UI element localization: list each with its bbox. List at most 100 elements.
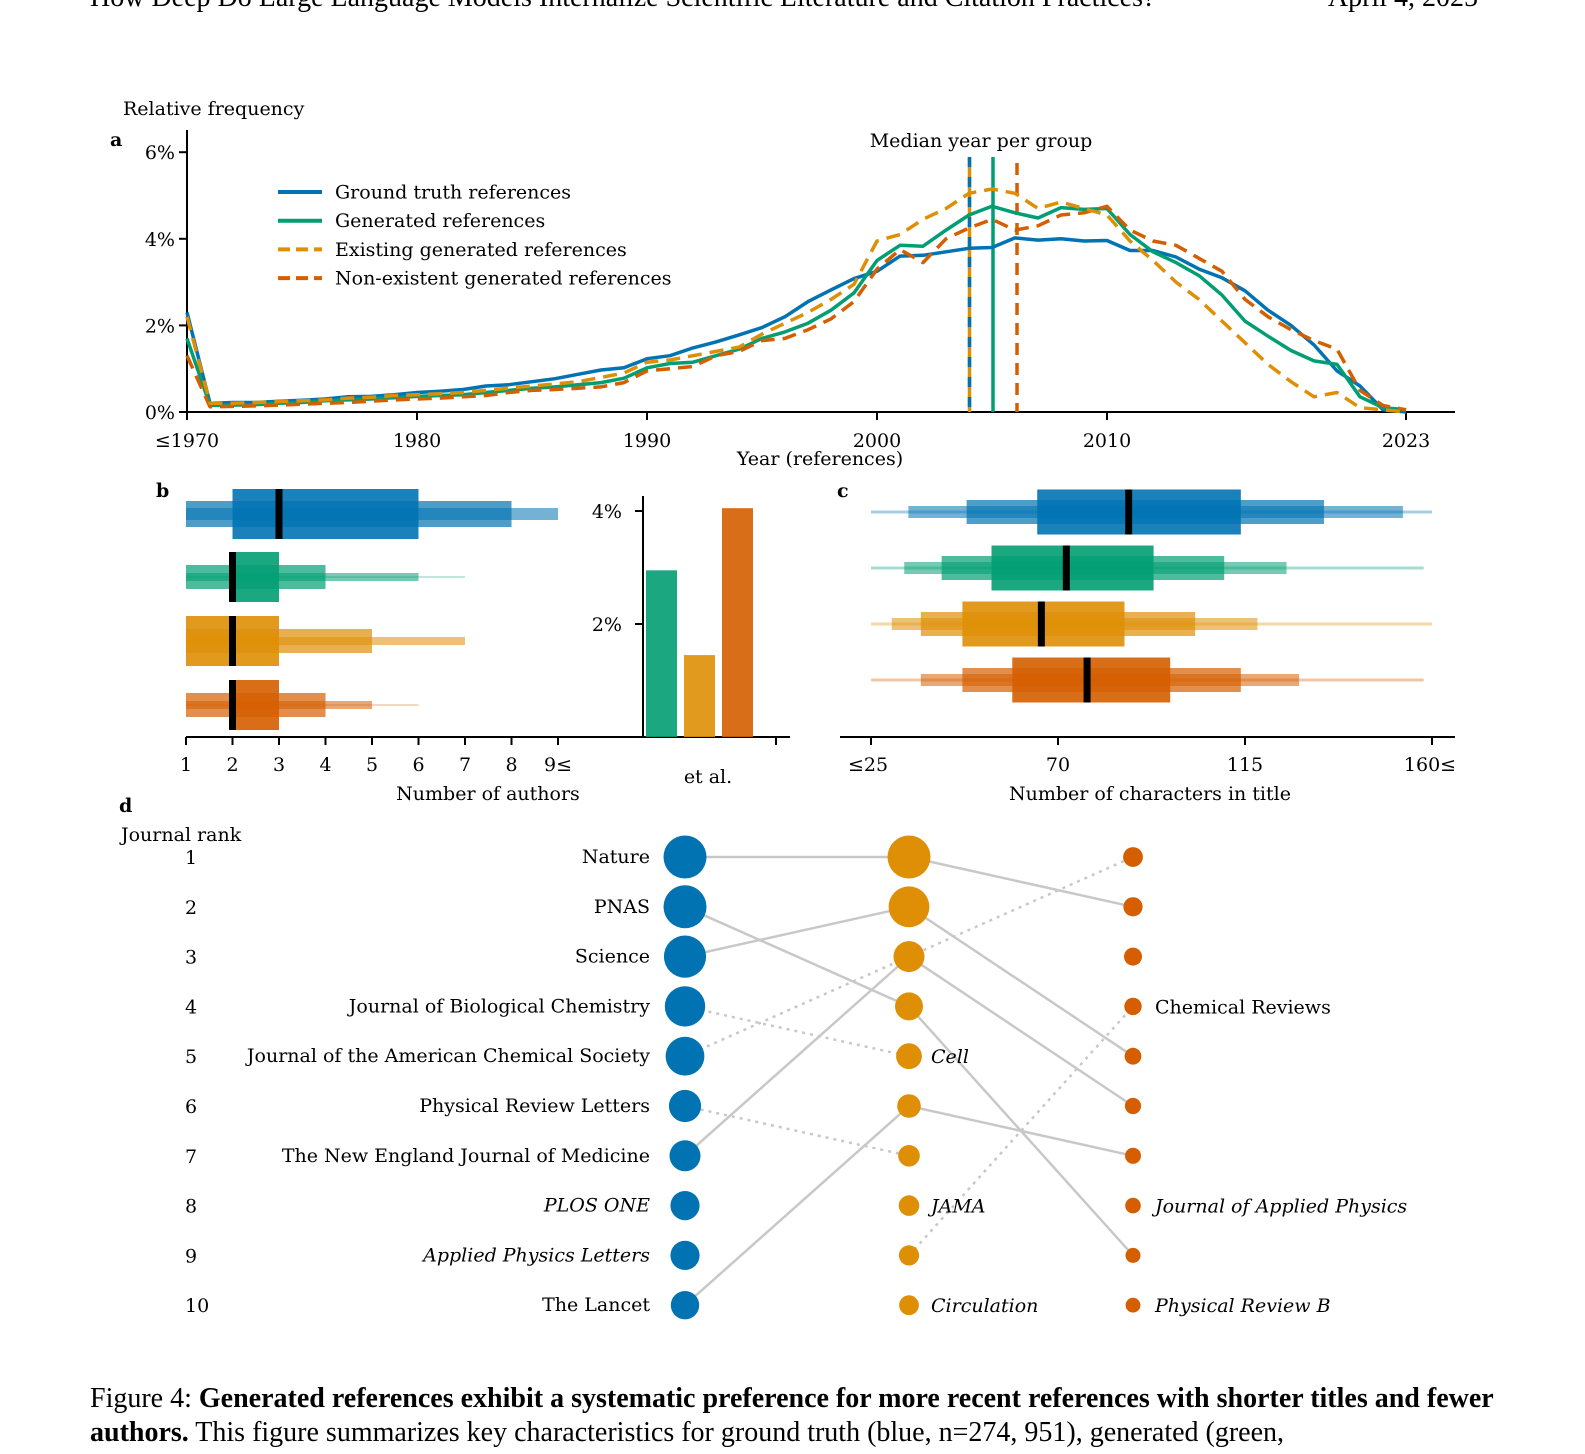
boxen-b-0-box [232, 489, 419, 539]
rank-link [684, 955, 910, 1157]
rank-node-0 [670, 1291, 700, 1320]
panel-a-ylabel: Relative frequency [123, 98, 305, 120]
rank-link [684, 1105, 910, 1307]
journal-label-nonexistent: Journal of Applied Physics [1151, 1196, 1407, 1218]
journal-label-ground-truth: The Lancet [542, 1294, 650, 1316]
panel-c-xlabel: Number of characters in title [1009, 783, 1291, 805]
panel-a-letter: a [110, 129, 122, 151]
rank-node-0 [663, 935, 707, 978]
panel-b-xlabel: Number of authors [396, 783, 580, 805]
panel-a-ytick-label: 2% [145, 315, 175, 337]
panel-b-xtick-label: 1 [180, 754, 192, 776]
panel-a-xtick-label: 2000 [853, 430, 901, 452]
figure-caption: Figure 4: Generated references exhibit a… [90, 1382, 1500, 1450]
journal-label-ground-truth: Physical Review Letters [419, 1095, 650, 1117]
panel-b-xtick-label: 5 [366, 754, 378, 776]
panel-a-ytick-label: 6% [145, 142, 175, 164]
legend-label: Non-existent generated references [335, 268, 671, 290]
panel-a-xlabel: Year (references) [736, 448, 903, 470]
rank-node-1 [897, 1094, 921, 1118]
panel-d-rank-header: Journal rank [119, 824, 242, 846]
panel-a-xtick-label: 2023 [1382, 430, 1430, 452]
etal-bar-2 [722, 508, 753, 737]
boxen-b-2-median [229, 616, 236, 666]
rank-link [908, 905, 1134, 1058]
panel-b-bar-ytick-label: 4% [592, 501, 622, 523]
boxen-c-1-box [991, 545, 1154, 591]
panel-c-letter: c [837, 480, 849, 502]
boxen-b-3-box [232, 680, 279, 730]
series-line-existing-generated-references [185, 187, 1407, 414]
journal-label-ground-truth: Science [575, 946, 650, 968]
panel-a-xtick-label: 2010 [1083, 430, 1131, 452]
rank-node-2 [1124, 997, 1142, 1016]
rank-number: 1 [185, 847, 197, 869]
boxen-c-0-box [1037, 489, 1241, 535]
rank-link-dotted [684, 1005, 910, 1058]
rank-number: 2 [185, 897, 197, 919]
panel-c-xtick-label: 160≤ [1404, 754, 1456, 776]
rank-node-2 [1125, 1197, 1141, 1214]
boxen-b-1-median [229, 552, 236, 602]
panel-b-xtick-label: 4 [319, 754, 331, 776]
caption-prefix: Figure 4: [90, 1383, 199, 1414]
rank-node-2 [1123, 897, 1143, 917]
legend-label: Generated references [335, 210, 545, 232]
rank-node-0 [664, 986, 706, 1027]
legend-label: Ground truth references [335, 182, 571, 204]
rank-node-0 [670, 1191, 700, 1221]
panel-c-xtick-label: 115 [1227, 754, 1263, 776]
panel-a-xtick-label: 1990 [623, 430, 671, 452]
rank-node-2 [1125, 1297, 1141, 1313]
journal-label-nonexistent: Chemical Reviews [1155, 996, 1331, 1018]
panel-b-etal-label: et al. [684, 766, 732, 788]
rank-node-0 [670, 1240, 700, 1270]
boxen-b-1-box [232, 552, 279, 602]
rank-node-2 [1125, 1147, 1141, 1164]
boxen-c-3-box [1012, 657, 1171, 703]
rank-number: 6 [185, 1096, 197, 1118]
boxen-b-3-median [229, 680, 236, 730]
panel-a-ytick-label: 4% [145, 229, 175, 251]
panel-a-xtick-label: 1980 [393, 430, 441, 452]
panel-c-xtick-label: ≤25 [848, 754, 888, 776]
figure-4: How Deep Do Large Language Models Intern… [90, 0, 1478, 1320]
rank-number: 8 [185, 1196, 197, 1218]
rank-link [684, 905, 910, 1008]
boxen-b-0-median [275, 489, 283, 539]
rank-node-1 [888, 886, 930, 928]
panel-c: c ≤25 70 115 160≤ Number of characters in tit… [837, 480, 1456, 805]
rank-link [908, 855, 1134, 909]
rank-number: 10 [185, 1295, 209, 1317]
legend-label: Existing generated references [335, 239, 627, 261]
rank-node-1 [898, 1145, 920, 1167]
rank-link-dotted [684, 955, 910, 1058]
rank-number: 4 [185, 996, 197, 1018]
rank-number: 5 [185, 1046, 197, 1068]
panel-b-xtick-label: 7 [459, 754, 471, 776]
rank-node-1 [887, 835, 931, 879]
panel-b-xtick-label: 9≤ [544, 754, 572, 776]
rank-node-0 [668, 1089, 702, 1123]
journal-label-existing: Circulation [931, 1295, 1038, 1317]
panel-c-xtick-label: 70 [1046, 754, 1070, 776]
boxen-c-0-median [1125, 489, 1133, 535]
etal-bar-0 [646, 570, 677, 737]
rank-node-1 [893, 941, 925, 973]
panel-b-xtick-label: 3 [273, 754, 285, 776]
rank-node-1 [896, 1043, 922, 1070]
panel-b-bar-ytick-label: 2% [592, 614, 622, 636]
rank-node-0 [663, 835, 707, 879]
rank-node-1 [895, 992, 923, 1021]
panel-b-xtick-label: 8 [505, 754, 517, 776]
journal-label-ground-truth: The New England Journal of Medicine [282, 1145, 650, 1167]
rank-link-dotted [684, 1104, 910, 1158]
series-line-non-existent-generated-references [185, 204, 1407, 412]
rank-node-1 [898, 1245, 920, 1266]
rank-node-1 [899, 1295, 919, 1316]
rank-node-1 [898, 1195, 920, 1216]
rank-number: 3 [185, 947, 197, 969]
rank-node-2 [1125, 1247, 1141, 1263]
journal-label-ground-truth: Nature [582, 846, 650, 868]
